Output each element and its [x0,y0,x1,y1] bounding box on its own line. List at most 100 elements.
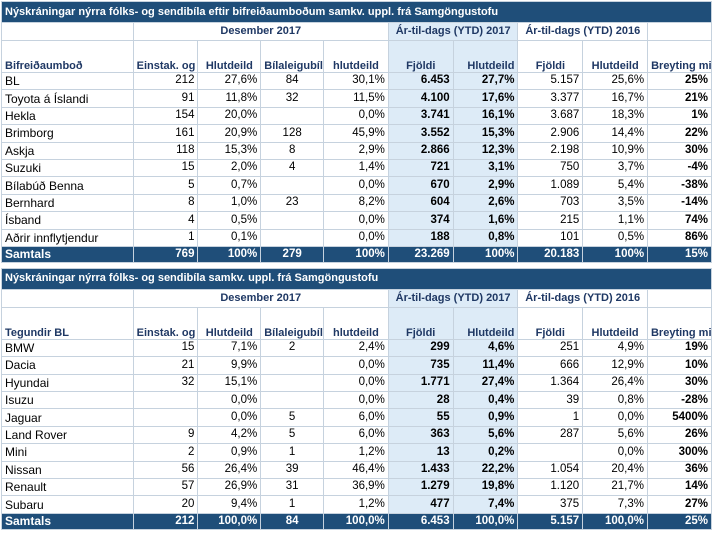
row-label: Hekla [1,106,134,126]
cell-share: 20,0% [197,106,262,126]
cell-individuals: 8 [132,193,199,213]
cell-change: 36% [646,460,713,480]
cell-share-2017: 2,9% [452,176,519,195]
cell-share-2017: 12,3% [452,141,519,160]
total-cell-count-2016: 20.183 [517,245,584,263]
cell-change: 74% [647,211,712,230]
total-cell-change: 15% [647,245,712,263]
cell-share: 0,5% [197,211,262,230]
table-row: Isuzu 0,0% 0,0% 28 0,4% 39 0,8% -28% [1,391,713,410]
cell-change: 300% [646,443,713,462]
total-row-label: Samtals [1,245,134,263]
column-header-rental-cars: Bílaleigubílar [260,40,325,73]
cell-rental-share: 0,0% [323,211,389,230]
table-title: Nýskráningar nýrra fólks- og sendibíla s… [1,267,712,290]
cell-share-2016: 21,7% [582,478,648,497]
cell-share-2017: 15,3% [452,124,519,143]
cell-share-2017: 2,6% [452,193,519,213]
cell-individuals: 57 [132,478,199,497]
column-header-dealer: Bifreiðaumboð [1,40,134,73]
total-cell-change: 25% [646,512,713,530]
total-cell-share-2016: 100% [582,245,649,263]
cell-count-2017: 28 [387,391,454,410]
cell-rental-cars: 4 [260,158,325,178]
cell-share: 15,1% [197,373,262,393]
header-spacer [646,288,713,308]
header-spacer [1,22,134,41]
cell-change: 19% [646,338,713,358]
cell-rental-cars [260,176,325,195]
cell-share: 11,8% [197,89,262,108]
cell-individuals: 91 [132,89,199,108]
cell-rental-cars: 128 [260,124,325,143]
cell-share-2016: 14,4% [582,124,649,143]
cell-individuals: 15 [132,338,199,358]
cell-count-2016: 287 [517,425,584,445]
cell-share: 26,4% [197,460,262,480]
cell-share: 0,1% [197,228,262,247]
cell-rental-cars [260,211,325,230]
column-header-share-2016: Hlutdeild [582,40,649,73]
row-label: Nissan [1,460,134,480]
column-header-share-2016: Hlutdeild [582,306,648,340]
cell-rental-share: 8,2% [323,193,389,213]
table-row: BMW 15 7,1% 2 2,4% 299 4,6% 251 4,9% 19% [1,338,713,358]
cell-count-2017: 188 [387,228,454,247]
cell-share-2017: 17,6% [452,89,519,108]
column-header-change: Breyting milli ára [646,306,713,340]
cell-rental-cars: 2 [260,338,324,358]
column-header-change: Breyting milli ára [647,40,712,73]
cell-change: -4% [647,158,712,178]
total-cell-share-2016: 100,0% [582,512,648,530]
cell-share-2017: 0,4% [452,391,519,410]
cell-count-2017: 670 [387,176,454,195]
column-header-count-2016: Fjöldi [517,306,584,340]
table-row: Aðrir innflytjendur 1 0,1% 0,0% 188 0,8% 101 0,… [1,228,712,247]
row-label: Ísband [1,211,134,230]
table-row: Hekla 154 20,0% 0,0% 3.741 16,1% 3.687 18,3% 1% [1,106,712,126]
cell-individuals: 56 [132,460,199,480]
cell-rental-cars [260,356,324,375]
column-header-brand: Tegundir BL [1,306,134,340]
cell-rental-share: 30,1% [323,71,389,91]
cell-rental-share: 0,0% [323,391,389,410]
column-header-share: Hlutdeild [197,40,262,73]
cell-rental-share: 1,2% [323,495,389,514]
cell-rental-share: 46,4% [323,460,389,480]
table-row: Dacia 21 9,9% 0,0% 735 11,4% 666 12,9% 10% [1,356,713,375]
cell-share: 0,7% [197,176,262,195]
cell-rental-cars: 31 [260,478,324,497]
row-label: Toyota á Íslandi [1,89,134,108]
table-row: Ísband 4 0,5% 0,0% 374 1,6% 215 1,1% 74% [1,211,712,230]
cell-share-2017: 27,4% [452,373,519,393]
cell-individuals: 118 [132,141,199,160]
table-row: Subaru 20 9,4% 1 1,2% 477 7,4% 375 7,3% 27% [1,495,713,514]
row-label: Land Rover [1,425,134,445]
cell-share: 0,0% [197,408,262,427]
cell-share-2017: 0,9% [452,408,519,427]
cell-individuals: 5 [132,176,199,195]
cell-count-2017: 3.741 [387,106,454,126]
cell-individuals: 32 [132,373,199,393]
cell-share: 0,9% [197,443,262,462]
cell-individuals: 20 [132,495,199,514]
group-header-ytd-2017: Ár-til-dags (YTD) 2017 [387,22,519,41]
cell-count-2017: 1.433 [387,460,454,480]
cell-rental-share: 6,0% [323,425,389,445]
cell-rental-share: 0,0% [323,356,389,375]
cell-share-2016: 3,7% [582,158,649,178]
row-label: Dacia [1,356,134,375]
cell-count-2016: 703 [517,193,584,213]
cell-change: 86% [647,228,712,247]
group-header-ytd-2016: Ár-til-dags (YTD) 2016 [517,22,649,41]
cell-share-2017: 27,7% [452,71,519,91]
cell-share: 1,0% [197,193,262,213]
total-row: Samtals 769 100% 279 100% 23.269 100% 20.183 100… [1,245,712,263]
cell-share: 15,3% [197,141,262,160]
total-cell-rental-share: 100,0% [323,512,389,530]
cell-change: -28% [646,391,713,410]
cell-count-2016: 5.157 [517,71,584,91]
column-header-rental-share: hlutdeild [323,40,389,73]
total-cell-share: 100,0% [197,512,262,530]
